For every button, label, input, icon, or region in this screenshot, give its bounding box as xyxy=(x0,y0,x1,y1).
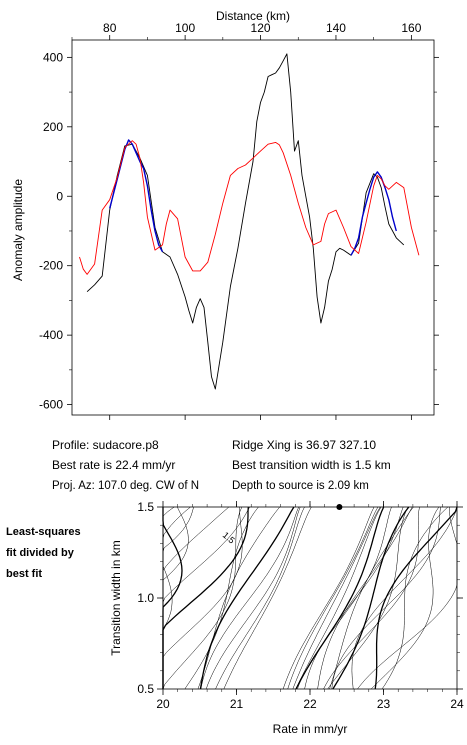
contour-line xyxy=(317,506,413,690)
y-tick-label: -400 xyxy=(39,328,63,342)
contour-line xyxy=(205,506,301,690)
contour-line xyxy=(297,506,392,690)
contour-line xyxy=(323,506,420,690)
contour-line xyxy=(295,506,382,690)
contour-line xyxy=(184,506,259,690)
info-block: Profile: sudacore.p8 Best rate is 22.4 m… xyxy=(52,438,391,492)
width-tick-label: 1.0 xyxy=(137,591,154,605)
contour-line xyxy=(304,506,404,690)
bottom-plot-frame xyxy=(162,506,458,690)
width-tick-label: 0.5 xyxy=(137,682,154,696)
model-anomaly-line xyxy=(79,140,420,275)
observed-anomaly-line xyxy=(86,53,405,390)
top-plot-frame xyxy=(71,39,435,416)
contour-line xyxy=(197,506,280,690)
projection-azimuth: Proj. Az: 107.0 deg. CW of N xyxy=(52,480,199,492)
side-note: Least-squares fit divided by best fit xyxy=(6,526,81,580)
rate-tick-label: 21 xyxy=(230,697,244,711)
anomaly-profile-chart: 80 100 120 140 160 400 200 0 -200 -400 -600 Dista… xyxy=(11,9,439,420)
fit-segment-right-line xyxy=(350,171,397,256)
y-tick-label: -200 xyxy=(39,259,63,273)
top-x-ticks: 80 100 120 140 160 xyxy=(71,21,422,420)
contour-line xyxy=(215,506,305,690)
contour-line xyxy=(327,506,409,690)
top-y-ticks: 400 200 0 -200 -400 -600 xyxy=(39,50,439,412)
width-tick-label: 1.5 xyxy=(137,500,154,514)
contour-line xyxy=(374,506,458,690)
side-note-line-2: fit divided by xyxy=(6,547,75,559)
contour-line xyxy=(332,506,410,690)
rate-tick-label: 20 xyxy=(156,697,170,711)
contour-line xyxy=(329,506,414,690)
top-x-tick-label: 100 xyxy=(175,21,195,35)
contour-line xyxy=(292,506,381,690)
best-fit-point xyxy=(336,504,343,510)
top-x-tick-label: 140 xyxy=(326,21,346,35)
contour-line xyxy=(331,506,441,690)
ridge-crossing: Ridge Xing is 36.97 327.10 xyxy=(232,438,376,452)
transition-axis-label: Transition width in km xyxy=(109,540,123,656)
depth-to-source: Depth to source is 2.09 km xyxy=(232,480,369,492)
rate-tick-label: 24 xyxy=(450,697,464,711)
distance-axis-label: Distance (km) xyxy=(216,9,290,23)
best-rate: Best rate is 22.4 mm/yr xyxy=(52,458,175,472)
contour-line xyxy=(287,506,379,690)
contour-line xyxy=(381,506,449,690)
contour-line xyxy=(162,506,194,689)
profile-name: Profile: sudacore.p8 xyxy=(52,438,159,452)
y-tick-label: 200 xyxy=(43,120,63,134)
contour-line xyxy=(282,506,375,690)
top-x-tick-label: 120 xyxy=(251,21,271,35)
contour-line xyxy=(370,506,440,690)
top-x-tick-label: 80 xyxy=(103,21,117,35)
top-series-group xyxy=(79,53,420,390)
best-transition-width: Best transition width is 1.5 km xyxy=(232,458,391,472)
contour-value-label: 1.5 xyxy=(221,530,237,546)
bottom-x-ticks: 20 21 22 23 24 xyxy=(156,501,464,711)
side-note-line-3: best fit xyxy=(6,568,42,580)
contour-line xyxy=(162,506,191,689)
rate-axis-label: Rate in mm/yr xyxy=(273,722,348,736)
contour-line xyxy=(357,506,458,690)
contour-lines xyxy=(162,506,458,690)
contour-line xyxy=(162,506,243,690)
contour-line xyxy=(199,506,295,690)
amplitude-axis-label: Anomaly amplitude xyxy=(11,179,25,281)
side-note-line-1: Least-squares xyxy=(6,526,81,538)
rate-tick-label: 23 xyxy=(377,697,391,711)
y-tick-label: 0 xyxy=(56,189,63,203)
fit-segment-left-line xyxy=(109,139,164,253)
rate-tick-label: 22 xyxy=(303,697,317,711)
y-tick-label: -600 xyxy=(39,398,63,412)
bottom-y-ticks: 0.5 1.0 1.5 xyxy=(137,500,463,696)
contour-line xyxy=(295,506,385,690)
misfit-contour-chart: 20 21 22 23 24 0.5 1.0 1.5 1.5 Rate in mm/yr T… xyxy=(109,500,464,736)
contour-line xyxy=(200,506,299,690)
contour-line xyxy=(223,506,312,690)
y-tick-label: 400 xyxy=(43,50,63,64)
top-x-tick-label: 160 xyxy=(401,21,421,35)
